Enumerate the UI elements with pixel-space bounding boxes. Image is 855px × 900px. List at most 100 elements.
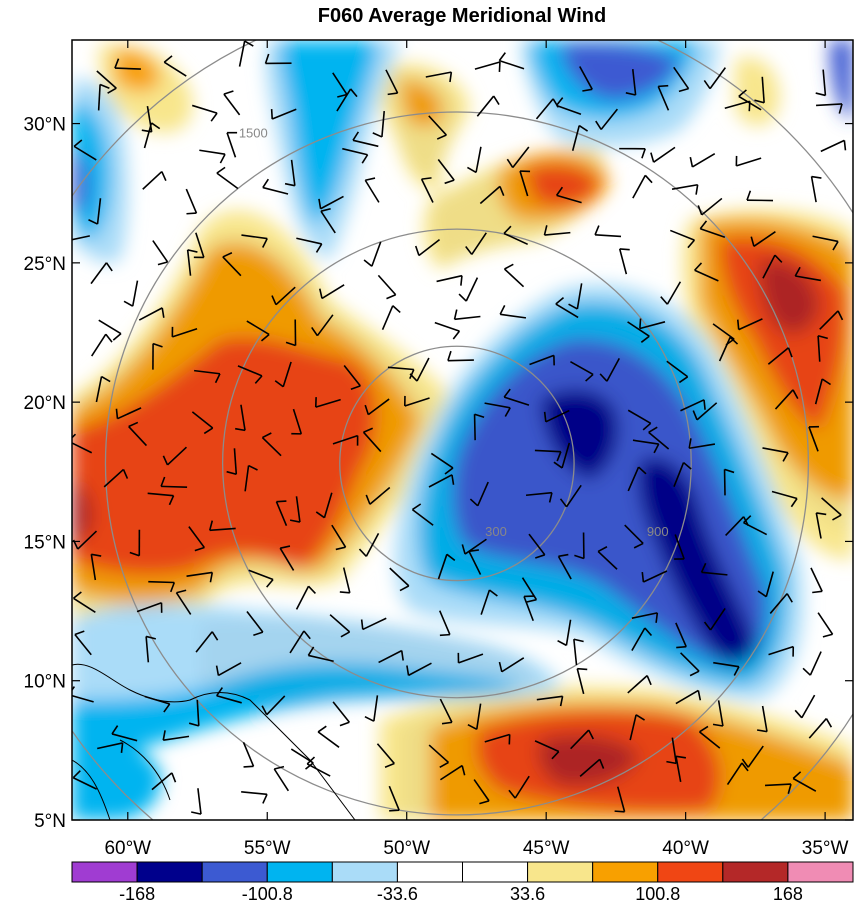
wind-barb — [428, 474, 455, 488]
wind-barb — [275, 500, 288, 526]
colorbar-swatch — [201, 861, 268, 883]
colorbar-swatch — [71, 861, 138, 883]
wind-barb — [420, 177, 434, 203]
wind-barb — [692, 402, 718, 421]
coastline-south-america — [72, 663, 356, 820]
wind-barb — [762, 254, 783, 279]
axis-ticks — [72, 40, 853, 821]
wind-barb — [274, 361, 292, 388]
wind-barb — [624, 524, 644, 549]
wind-barb — [98, 319, 122, 341]
wind-barb — [573, 638, 584, 666]
wind-barb — [688, 438, 716, 450]
wind-barb — [191, 411, 214, 435]
wind-barb — [465, 232, 487, 255]
colorbar-swatch — [592, 861, 659, 883]
wind-barb — [570, 729, 594, 750]
wind-barb — [627, 466, 647, 492]
wind-barb — [769, 593, 793, 614]
wind-barb — [191, 104, 218, 122]
wind-barb — [594, 225, 622, 238]
wind-barb — [467, 146, 482, 174]
wind-barb — [279, 545, 295, 571]
wind-barb — [555, 296, 579, 319]
wind-barb — [557, 553, 572, 580]
wind-barb — [186, 249, 198, 276]
wind-barb — [317, 725, 340, 748]
colorbar-swatch — [331, 861, 398, 883]
wind-barb — [553, 442, 571, 469]
wind-barb — [222, 251, 242, 277]
range-ring-label: 1500 — [239, 126, 268, 141]
wind-barb — [343, 365, 361, 391]
wind-barb — [675, 622, 687, 649]
wind-barb — [629, 714, 645, 741]
wind-barb — [669, 229, 696, 249]
wind-barb — [627, 409, 652, 431]
wind-barb — [453, 309, 481, 321]
wind-barb — [648, 426, 670, 450]
wind-barb — [97, 83, 110, 111]
coastline-caribbean — [72, 739, 171, 820]
wind-barb — [817, 612, 834, 638]
wind-barb — [519, 170, 531, 197]
wind-barb — [74, 630, 92, 656]
wind-barb — [675, 755, 687, 783]
wind-barb — [365, 486, 391, 505]
wind-barb — [175, 589, 192, 615]
wind-barb — [191, 788, 202, 815]
colorbar-swatch — [657, 861, 724, 883]
colorbar-swatch — [787, 861, 854, 883]
wind-barb — [579, 66, 593, 92]
wind-barb — [808, 425, 819, 452]
lon-tick-label: 50°W — [383, 838, 430, 859]
wind-barb — [248, 569, 274, 588]
wind-barb — [314, 397, 341, 408]
wind-barb — [136, 602, 163, 613]
wind-barb — [208, 520, 236, 532]
wind-barb — [223, 90, 241, 116]
wind-barb — [411, 503, 434, 526]
wind-barb — [754, 76, 765, 104]
wind-barb — [90, 262, 113, 285]
wind-barb — [142, 170, 167, 190]
wind-barb — [430, 452, 454, 475]
wind-barb — [91, 333, 113, 357]
wind-barb — [680, 652, 700, 677]
wind-barb — [103, 468, 129, 488]
wind-barb — [673, 66, 690, 93]
colorbar-label: 168 — [773, 884, 803, 900]
wind-barb — [467, 703, 482, 731]
wind-barb — [627, 321, 650, 343]
wind-barb — [794, 266, 822, 282]
wind-barb — [699, 220, 726, 239]
wind-barb — [296, 237, 323, 253]
wind-barb — [468, 549, 482, 575]
wind-barb — [88, 198, 102, 225]
wind-barb — [329, 614, 351, 638]
wind-barb — [812, 235, 839, 251]
wind-barb — [111, 725, 138, 742]
wind-barb — [311, 314, 334, 337]
range-ring-label: 300 — [485, 524, 507, 539]
wind-barb — [364, 177, 380, 203]
wind-barb — [318, 195, 344, 210]
wind-barb — [484, 402, 511, 417]
wind-barb — [810, 567, 823, 594]
wind-barb — [718, 336, 739, 362]
wind-barb — [320, 207, 336, 234]
lon-tick-label: 55°W — [244, 838, 291, 859]
wind-barb — [96, 70, 117, 94]
wind-barb — [792, 771, 817, 792]
lat-tick-label: 20°N — [24, 393, 66, 414]
wind-barb — [674, 534, 685, 560]
wind-barb — [162, 730, 190, 741]
negative-wind-region-southwest-low — [72, 738, 161, 820]
wind-barb — [614, 786, 626, 813]
wind-barb — [627, 675, 652, 694]
wind-barb — [241, 234, 268, 248]
wind-barb — [738, 89, 762, 111]
wind-barb — [129, 529, 141, 557]
range-ring — [221, 228, 692, 699]
